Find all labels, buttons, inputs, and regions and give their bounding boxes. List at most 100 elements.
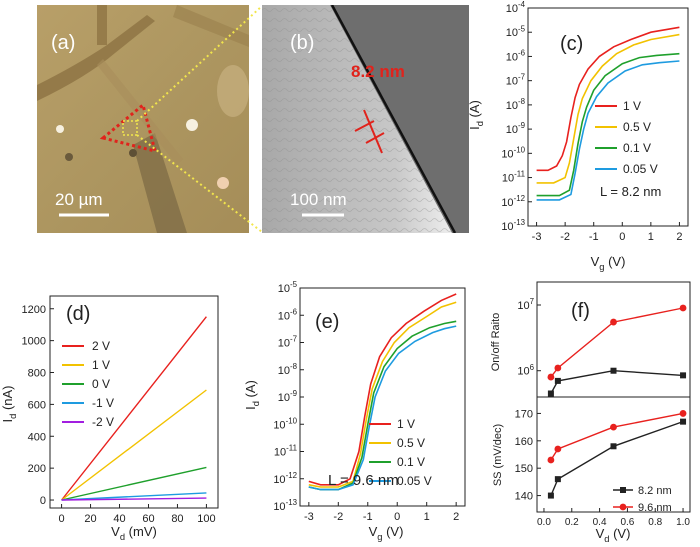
- gap-size-label: 8.2 nm: [351, 62, 405, 81]
- panel-label-b: (b): [290, 32, 314, 54]
- sem-image-panel: 8.2 nm (b) 100 nm: [262, 4, 469, 234]
- x-tick-label: 0: [394, 511, 400, 523]
- y-tick-label: 800: [28, 368, 46, 380]
- series-line: [61, 389, 207, 501]
- y-tick-label: 10-8: [506, 97, 526, 112]
- x-tick-label: 100: [197, 513, 215, 525]
- x-tick-label: 80: [171, 513, 183, 525]
- zoom-connector-bottom: [136, 134, 263, 233]
- data-point: [610, 443, 617, 450]
- x-tick-label: 20: [84, 513, 96, 525]
- y-tick-label: 10-7: [506, 73, 525, 88]
- legend-label: 0.5 V: [397, 436, 425, 450]
- series-line: [536, 52, 680, 197]
- y-tick-label: 10-12: [273, 471, 297, 486]
- x-axis-label: Vd (V): [596, 526, 631, 542]
- y-tick-label: 107: [517, 297, 534, 312]
- panel-label: (f): [571, 300, 590, 322]
- data-point: [554, 377, 561, 384]
- x-tick-label: 1: [648, 231, 654, 243]
- series-line: [61, 466, 207, 501]
- length-annotation: L = 9.6 nm: [328, 472, 399, 489]
- particle-bright-3: [217, 177, 229, 189]
- y-tick-label: 10-13: [273, 498, 297, 513]
- data-point: [554, 364, 562, 372]
- plot-frame: [536, 396, 691, 513]
- x-tick-label: -2: [560, 231, 570, 243]
- flake-strip: [133, 133, 187, 233]
- y-axis-label-bottom: SS (mV/dec): [492, 424, 504, 486]
- plot-frame: [527, 7, 689, 227]
- x-tick-label: 2: [676, 231, 682, 243]
- transfer-curve-8nm-chart: -3 -2 -1 0 1 2 10-13 10-12 10-11 10-10 10-9 10-8 10-…: [467, 0, 689, 272]
- series-line: [61, 497, 207, 501]
- y-tick-label: 10-11: [502, 170, 526, 185]
- optical-image: (a) 20 µm: [37, 5, 249, 233]
- sem-texture: [262, 5, 452, 233]
- data-point: [680, 372, 687, 379]
- series-line: [308, 301, 457, 488]
- data-point: [610, 318, 617, 326]
- ratio-and-ss-panel: 106 107 (f) On/off Raito 0.0 0.2 0.4 0.6 0.8 1.0 1…: [475, 270, 700, 544]
- legend-label: 0.05 V: [397, 474, 432, 488]
- x-tick-label: 0: [59, 513, 65, 525]
- y-tick-label: 1000: [22, 336, 46, 348]
- y-tick-label: 200: [28, 463, 46, 475]
- y-tick-label: 400: [28, 431, 46, 443]
- y-axis-label: Id (A): [467, 100, 485, 130]
- legend-label: 1 V: [92, 358, 110, 372]
- x-tick-label: -1: [363, 511, 373, 523]
- gap-arrow-shaft: [363, 109, 383, 154]
- sem-image: 8.2 nm (b) 100 nm: [262, 4, 469, 234]
- x-axis-label: Vg (V): [369, 524, 404, 542]
- y-tick-label: 1200: [22, 304, 46, 316]
- particle-dark-2: [65, 153, 73, 161]
- transfer-curve-10nm-panel: -3 -2 -1 0 1 2 10-13 10-12 10-11 10-10 10-9 10-8 10-…: [240, 280, 480, 542]
- particle-bright-2: [56, 125, 64, 133]
- y-tick-label: 10-9: [278, 389, 298, 404]
- y-tick-label: 150: [515, 463, 533, 475]
- data-point: [679, 410, 687, 417]
- x-tick-label: 0.0: [537, 517, 551, 528]
- data-point: [610, 367, 617, 374]
- series-line: [536, 26, 680, 172]
- legend-label: 0.1 V: [623, 141, 651, 155]
- series-line: [550, 369, 684, 394]
- x-tick-label: 0.2: [565, 517, 579, 528]
- panel-label-a: (a): [51, 32, 75, 54]
- y-tick-label: 140: [515, 491, 533, 503]
- data-point: [679, 304, 687, 312]
- legend-label: 1 V: [623, 99, 641, 113]
- legend-label: 0.05 V: [623, 162, 658, 176]
- panel-label: (c): [560, 33, 583, 55]
- legend-label: -2 V: [92, 415, 114, 429]
- y-tick-label: 10-8: [278, 362, 298, 377]
- data-point: [680, 418, 687, 425]
- y-tick-label: 10-10: [273, 416, 297, 431]
- bright-flake: [217, 65, 249, 117]
- x-tick-label: 0.8: [648, 517, 662, 528]
- y-axis-label: Id (nA): [0, 386, 18, 423]
- series-line: [536, 60, 680, 201]
- panel-label: (e): [315, 311, 339, 333]
- transfer-curve-8nm-panel: -3 -2 -1 0 1 2 10-13 10-12 10-11 10-10 10-9 10-8 10-…: [460, 0, 700, 280]
- data-point: [547, 456, 555, 464]
- legend-label: 0.5 V: [623, 120, 651, 134]
- y-tick-label: 106: [517, 363, 534, 378]
- x-tick-label: 40: [113, 513, 125, 525]
- y-tick-label: 10-6: [278, 307, 298, 322]
- plot-frame: [49, 295, 219, 509]
- y-tick-label: 10-13: [501, 218, 525, 233]
- series-line: [550, 307, 684, 378]
- x-tick-label: 0.6: [620, 517, 634, 528]
- legend-label: -1 V: [92, 396, 114, 410]
- optical-image-panel: (a) 20 µm: [37, 5, 249, 233]
- y-axis-label-top: On/off Raito: [490, 313, 502, 372]
- x-tick-label: -3: [532, 231, 542, 243]
- y-tick-label: 10-4: [506, 0, 526, 15]
- data-point: [554, 476, 561, 483]
- data-point: [554, 445, 562, 453]
- legend-label: 2 V: [92, 339, 110, 353]
